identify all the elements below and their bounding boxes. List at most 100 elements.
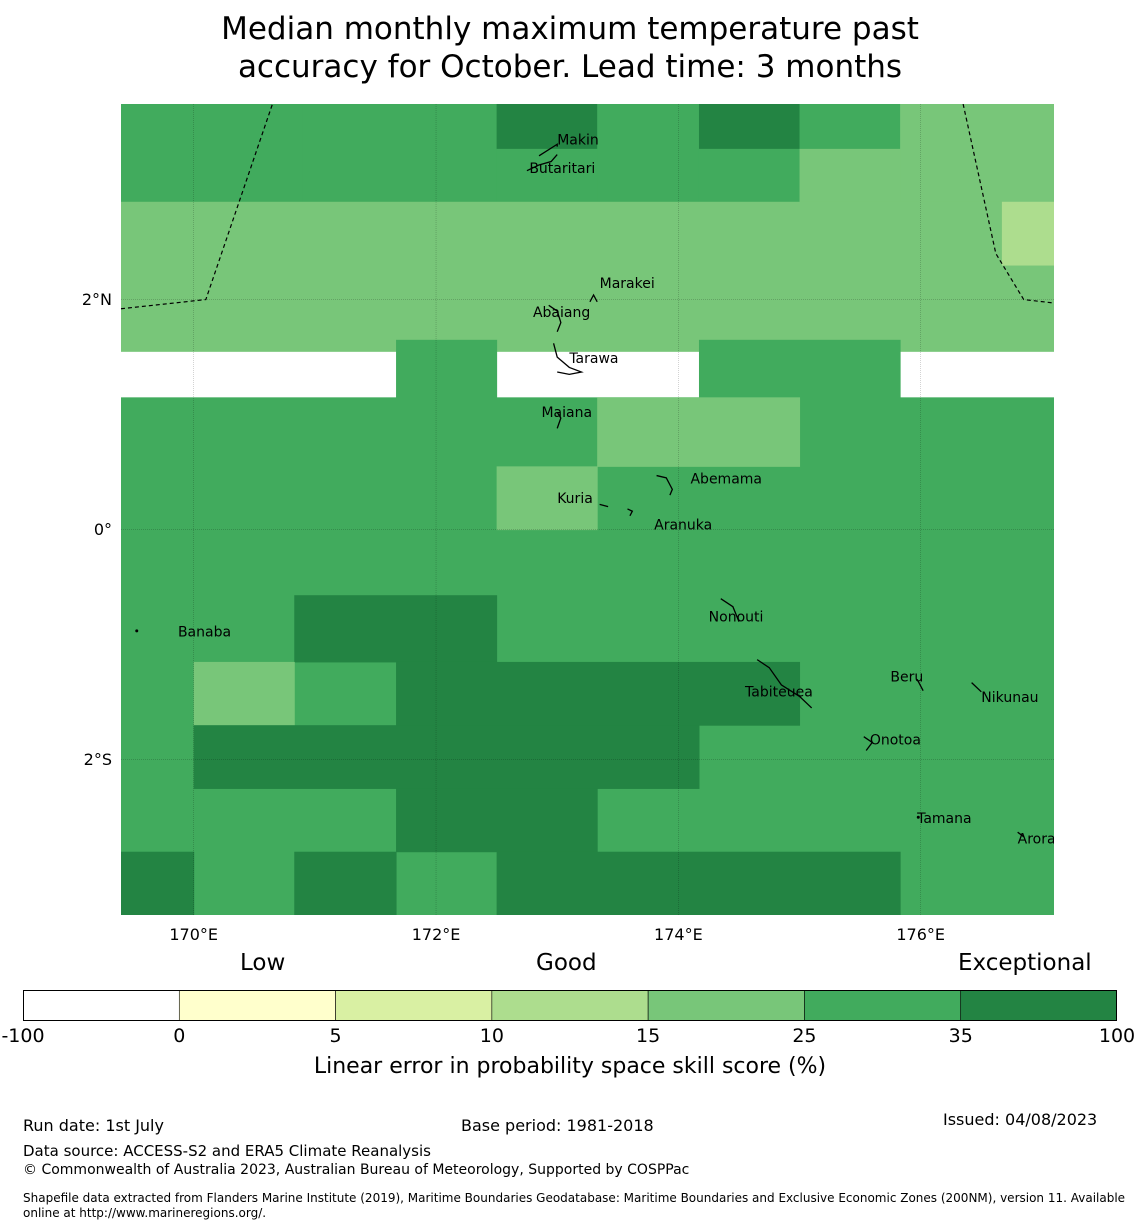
skill-cell-3 <box>496 148 598 203</box>
skill-map: Makin Butaritari Marakei Abaiang Tarawa Maian… <box>121 104 1054 915</box>
island-label-tabiteuea: Tabiteuea <box>744 684 813 700</box>
title-line-1: Median monthly maximum temperature past <box>221 11 919 47</box>
run-date: Run date: 1st July <box>23 1116 164 1135</box>
skill-cell-6 <box>698 148 801 203</box>
colorbar-tick-label: 35 <box>948 1025 973 1047</box>
issued-date: Issued: 04/08/2023 <box>943 1110 1098 1129</box>
skill-cell-21 <box>396 788 598 853</box>
skill-cell-7 <box>799 104 901 150</box>
skill-cell-13 <box>698 339 901 398</box>
skill-grid <box>121 104 1054 915</box>
island-outline-beru <box>916 678 924 691</box>
colorbar-segment-lt0 <box>23 990 180 1021</box>
skill-cell-11 <box>1001 201 1054 266</box>
island-outline-makin <box>538 143 558 157</box>
skill-cell-24 <box>496 851 901 915</box>
skill-cell-1 <box>302 104 498 203</box>
base-period: Base period: 1981-2018 <box>461 1116 654 1135</box>
skill-cell-16 <box>496 466 598 531</box>
island-label-marakei: Marakei <box>600 276 655 292</box>
colorbar-heading-low: Low <box>240 950 286 976</box>
island-label-abaiang: Abaiang <box>533 305 590 321</box>
island-outline-tamana <box>916 815 920 819</box>
island-label-beru: Beru <box>890 669 923 685</box>
island-outline-tabiteuea <box>756 659 813 709</box>
island-label-arorae: Arorae <box>1018 832 1054 848</box>
island-outline-abaiang <box>548 304 562 333</box>
copyright: © Commonwealth of Australia 2023, Austra… <box>23 1162 690 1178</box>
skill-cell-0 <box>121 104 304 203</box>
island-outline-maiana <box>556 411 562 429</box>
title-line-2: accuracy for October. Lead time: 3 month… <box>237 49 903 85</box>
skill-cell-23 <box>294 851 397 915</box>
skill-cell-22 <box>121 851 195 915</box>
lon-tick-label: 172°E <box>411 925 461 944</box>
island-outline-nonouti <box>720 598 740 622</box>
skill-cell-20 <box>193 725 700 789</box>
colorbar-segment-c0 <box>178 990 336 1021</box>
colorbar-tick-label: 100 <box>1098 1025 1136 1047</box>
island-outline-banaba <box>135 629 139 633</box>
colorbar-heading-good: Good <box>536 950 597 976</box>
lat-tick-label: 2°N <box>81 289 112 309</box>
island-label-abemama: Abemama <box>690 472 762 488</box>
data-source: Data source: ACCESS-S2 and ERA5 Climate … <box>23 1142 431 1160</box>
lon-tick-label: 176°E <box>896 925 946 944</box>
island-label-butaritari: Butaritari <box>529 161 595 177</box>
lat-tick-label: 2°S <box>83 749 112 769</box>
island-outline-nikunau <box>971 682 982 693</box>
colorbar-segment-c35 <box>960 990 1117 1021</box>
skill-cell-19 <box>193 661 295 726</box>
island-outline-butaritari <box>526 154 558 172</box>
skill-cell-12 <box>396 339 498 398</box>
colorbar-tick-label: 15 <box>636 1025 661 1047</box>
skill-cell-4 <box>597 104 700 203</box>
colorbar-segment-c15 <box>647 990 805 1021</box>
skill-cell-5 <box>698 104 801 150</box>
skill-cell-17 <box>294 595 498 663</box>
colorbar <box>23 990 1117 1021</box>
island-outline-kuria <box>599 503 609 508</box>
island-label-kuria: Kuria <box>557 491 593 507</box>
colorbar-frame <box>23 990 1117 1021</box>
island-label-tarawa: Tarawa <box>568 351 618 367</box>
island-label-nonouti: Nonouti <box>709 610 764 626</box>
colorbar-segment-c25 <box>804 990 962 1021</box>
skill-cell-10 <box>121 201 1054 352</box>
shapefile-credit: Shapefile data extracted from Flanders M… <box>23 1191 1126 1220</box>
skill-cell-18 <box>396 661 801 726</box>
colorbar-heading-exceptional: Exceptional <box>958 950 1092 976</box>
island-label-aranuka: Aranuka <box>654 518 712 534</box>
island-label-onotoa: Onotoa <box>870 733 921 749</box>
island-outline-arorae <box>1017 831 1025 838</box>
skill-cell-2 <box>496 104 598 150</box>
lon-tick-label: 170°E <box>169 925 219 944</box>
island-labels: Makin Butaritari Marakei Abaiang Tarawa Maian… <box>178 132 1054 847</box>
map-gridlines <box>121 104 1054 915</box>
island-label-makin: Makin <box>557 132 599 148</box>
island-label-tamana: Tamana <box>916 811 971 827</box>
colorbar-segment-c10 <box>491 990 649 1021</box>
lon-tick-label: 174°E <box>654 925 703 944</box>
island-outline-onotoa <box>863 736 874 751</box>
island-outlines <box>135 143 1025 838</box>
island-outline-aranuka <box>627 508 634 517</box>
skill-cell-8 <box>799 148 901 203</box>
colorbar-segment-c5 <box>335 990 493 1021</box>
colorbar-label: Linear error in probability space skill … <box>313 1054 827 1079</box>
skill-cell-9 <box>900 104 1054 203</box>
maritime-boundaries <box>121 104 1054 310</box>
colorbar-tick-label: 25 <box>792 1025 817 1047</box>
island-outline-abemama <box>656 474 674 496</box>
colorbar-tick-label: -100 <box>1 1025 45 1047</box>
island-label-banaba: Banaba <box>178 625 231 641</box>
colorbar-tick-label: 10 <box>479 1025 504 1047</box>
island-outline-marakei <box>589 293 598 303</box>
colorbar-tick-label: 5 <box>329 1025 342 1047</box>
island-outline-tarawa <box>552 343 584 375</box>
lat-tick-label: 0° <box>93 519 112 539</box>
island-label-maiana: Maiana <box>541 405 592 421</box>
skill-cell-15 <box>597 397 801 467</box>
chart-title: Median monthly maximum temperature past … <box>0 10 1140 86</box>
eez-boundary-0 <box>121 104 274 310</box>
